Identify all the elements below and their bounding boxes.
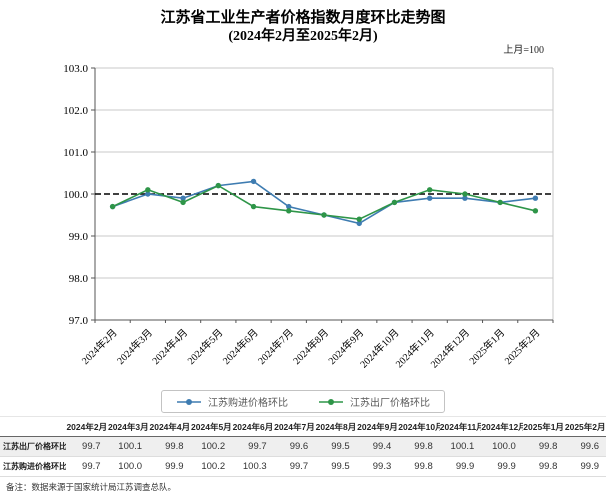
legend-box: 江苏购进价格环比 江苏出厂价格环比 <box>161 390 445 413</box>
line-dot-marker-icon <box>177 398 201 405</box>
table-cell-value: 99.8 <box>538 461 558 472</box>
table-cell-value: 99.6 <box>289 441 309 452</box>
table-cell-value: 99.7 <box>289 461 309 472</box>
table-cell-value: 99.7 <box>248 441 267 452</box>
x-axis-label: 2025年2月 <box>501 326 542 367</box>
table-cell-value: 99.5 <box>331 441 350 452</box>
table-row-label: 江苏购进价格环比 <box>3 462 66 471</box>
data-point <box>356 220 362 227</box>
y-axis-label: 99.0 <box>69 231 89 243</box>
table-column-header: 2024年8月 <box>315 416 357 437</box>
table-cell-value: 99.9 <box>497 461 516 472</box>
table-cell-value: 99.9 <box>580 461 600 472</box>
table-column-header: 2024年10月 <box>398 416 440 437</box>
table-cell-value: 99.6 <box>580 441 600 452</box>
x-axis-label: 2024年8月 <box>290 326 331 367</box>
table-cell-value: 99.7 <box>82 441 101 452</box>
data-point <box>180 199 186 206</box>
table-cell-value: 100.3 <box>242 461 267 472</box>
table-column-header: 2024年12月 <box>481 416 523 437</box>
data-point <box>180 195 186 201</box>
table-column-header: 2024年7月 <box>273 416 316 437</box>
y-axis-label: 103.0 <box>63 63 88 75</box>
data-point <box>426 195 433 201</box>
data-point <box>145 191 151 197</box>
table-corner-cell <box>0 416 66 437</box>
data-point <box>426 187 433 193</box>
table-cell-value: 99.8 <box>414 441 433 452</box>
legend-label-factory: 江苏出厂价格环比 <box>350 398 430 409</box>
x-axis-label: 2025年1月 <box>466 326 507 367</box>
table-cell-value: 100.0 <box>118 461 143 472</box>
data-point <box>462 191 468 197</box>
data-point <box>109 203 116 210</box>
base-period-note: 上月=100 <box>503 45 544 56</box>
legend-item-purchase-price: 江苏购进价格环比 <box>176 394 288 409</box>
data-point <box>356 216 362 222</box>
data-point <box>250 178 257 185</box>
table-column-header: 2024年9月 <box>356 416 399 437</box>
table-column-header: 2024年4月 <box>149 416 191 437</box>
x-axis-label: 2024年4月 <box>149 326 190 367</box>
legend-label-purchase: 江苏购进价格环比 <box>208 398 288 409</box>
table-column-header: 2025年1月 <box>522 416 565 437</box>
table-cell-value: 99.4 <box>372 441 392 452</box>
legend-item-factory-price: 江苏出厂价格环比 <box>318 394 430 409</box>
y-axis-label: 102.0 <box>63 105 88 117</box>
data-point <box>497 199 503 206</box>
table-cell-value: 99.8 <box>165 441 184 452</box>
data-point <box>321 212 327 218</box>
table-cell-value: 100.2 <box>201 441 226 452</box>
table-column-header: 2024年6月 <box>232 416 274 437</box>
source-footnote: 备注：数据来源于国家统计局江苏调查总队。 <box>6 482 177 492</box>
page-subtitle: (2024年2月至2025年2月) <box>228 29 378 44</box>
table-column-header: 2024年11月 <box>439 416 482 437</box>
table-column-header: 2024年2月 <box>66 416 108 437</box>
table-row-label: 江苏出厂价格环比 <box>3 442 66 451</box>
data-point <box>462 195 468 201</box>
x-axis-label: 2024年6月 <box>220 326 261 367</box>
table-row: 江苏购进价格环比 99.7 100.0 99.9 100.2 100.3 99.7 99.5 9… <box>0 456 606 477</box>
table-cell-value: 100.0 <box>492 441 516 452</box>
table-column-header: 2024年3月 <box>107 416 150 437</box>
data-point <box>250 203 257 210</box>
x-axis-label: 2024年3月 <box>114 326 155 367</box>
chart-legend: 江苏购进价格环比 江苏出厂价格环比 <box>0 390 606 413</box>
table-cell-value: 99.9 <box>165 461 184 472</box>
page-title: 江苏省工业生产者价格指数月度环比走势图 <box>160 10 446 26</box>
table-cell-value: 100.1 <box>450 441 475 452</box>
table-cell-value: 99.5 <box>331 461 350 472</box>
data-point <box>532 195 539 201</box>
x-axis-label: 2024年7月 <box>255 326 296 367</box>
table-cell-value: 100.2 <box>201 461 226 472</box>
y-axis-label: 97.0 <box>69 315 89 327</box>
line-dot-marker-icon <box>319 398 343 405</box>
table-cell-value: 99.9 <box>455 461 475 472</box>
data-table: 2024年2月 2024年3月 2024年4月 2024年5月 2024年6月 2024年… <box>0 416 606 477</box>
data-point <box>286 203 292 210</box>
table-cell-value: 99.7 <box>82 461 101 472</box>
x-axis-label: 2024年2月 <box>79 326 120 367</box>
y-axis-label: 101.0 <box>63 147 88 159</box>
line-chart: 97.098.099.0100.0101.0102.0103.02024年2月2… <box>63 63 554 370</box>
data-point <box>391 199 398 206</box>
table-cell-value: 99.8 <box>414 461 433 472</box>
table-cell-value: 100.1 <box>118 441 143 452</box>
table-column-header: 2024年5月 <box>190 416 233 437</box>
y-axis-label: 100.0 <box>63 189 88 201</box>
table-cell-value: 99.3 <box>372 461 392 472</box>
y-axis-label: 98.0 <box>69 273 89 285</box>
table-header-row: 2024年2月 2024年3月 2024年4月 2024年5月 2024年6月 2024年… <box>0 416 606 437</box>
table-column-header: 2025年2月 <box>564 416 606 437</box>
table-row: 江苏出厂价格环比 99.7 100.1 99.8 100.2 99.7 99.6 99.5 99… <box>0 436 606 457</box>
data-point <box>215 182 222 189</box>
data-point <box>145 187 151 193</box>
data-point <box>286 208 292 214</box>
table-cell-value: 99.8 <box>538 441 558 452</box>
data-point <box>532 208 539 214</box>
x-axis-label: 2024年5月 <box>184 326 225 367</box>
